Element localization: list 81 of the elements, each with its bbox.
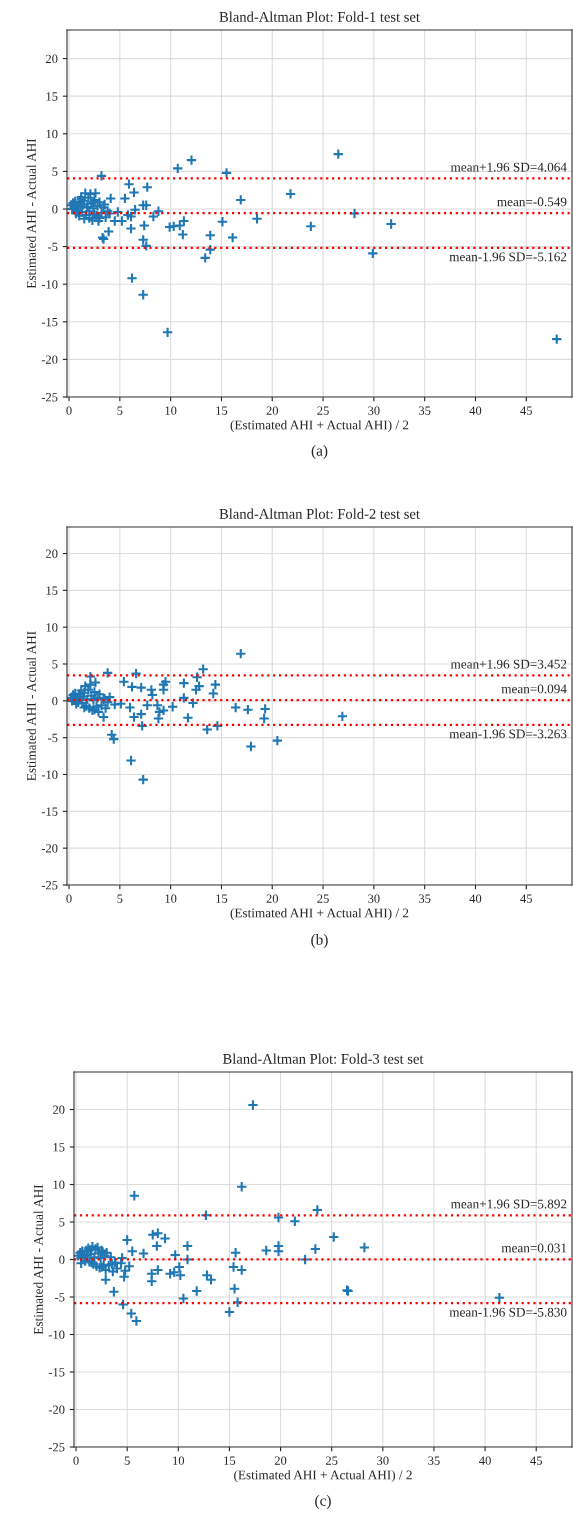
x-tick-label: 5 <box>117 406 123 415</box>
x-tick-label: 30 <box>368 894 380 903</box>
x-tick-label: 25 <box>317 894 329 903</box>
x-tick-label: 20 <box>266 406 279 415</box>
chart-title: Bland-Altman Plot: Fold-2 test set <box>219 508 420 519</box>
x-tick-label: 15 <box>216 406 228 415</box>
y-tick-label: 10 <box>46 623 58 632</box>
text: (a) <box>311 445 328 459</box>
y-tick-label: 15 <box>46 586 58 595</box>
x-tick-label: 10 <box>165 894 177 903</box>
x-tick-label: 45 <box>520 894 533 903</box>
x-tick-label: 40 <box>469 406 482 415</box>
y-tick-label: -5 <box>48 242 58 252</box>
y-tick-label: -5 <box>48 733 58 743</box>
y-tick-label: 15 <box>53 1143 65 1152</box>
ref-line-label: mean-1.96 SD=-3.263 <box>449 729 567 739</box>
x-tick-label: 25 <box>317 406 329 415</box>
x-tick-label: 40 <box>479 1456 491 1465</box>
y-tick-label: 10 <box>53 1180 65 1189</box>
y-tick-label: -20 <box>48 1405 65 1414</box>
ref-line-label: mean+1.96 SD=4.064 <box>450 162 567 172</box>
y-axis-title: Estimated AHI - Actual AHI <box>26 138 36 289</box>
chart-title: Bland-Altman Plot: Fold-3 test set <box>222 1053 424 1064</box>
y-tick-label: -20 <box>41 844 58 853</box>
x-tick-label: 20 <box>266 894 279 903</box>
x-tick-label: 30 <box>368 406 380 415</box>
y-tick-label: 5 <box>59 1218 65 1227</box>
y-tick-label: 20 <box>46 549 58 558</box>
x-tick-label: 45 <box>530 1456 542 1465</box>
x-tick-label: 25 <box>325 1456 338 1465</box>
y-tick-label: -25 <box>41 393 58 402</box>
y-tick-label: 0 <box>52 696 58 706</box>
text: (c) <box>315 1495 331 1509</box>
x-tick-label: 10 <box>165 406 177 415</box>
ref-line-label: mean+1.96 SD=5.892 <box>450 1199 567 1209</box>
y-axis-title: Estimated AHI - Actual AHI <box>26 631 36 781</box>
y-tick-label: -25 <box>48 1443 65 1452</box>
x-axis-title: (Estimated AHI + Actual AHI) / 2 <box>230 420 409 433</box>
y-tick-label: -20 <box>41 355 58 364</box>
chart-title: Bland-Altman Plot: Fold-1 test set <box>219 11 420 22</box>
y-tick-label: -10 <box>48 1330 65 1339</box>
x-tick-label: 0 <box>66 406 72 415</box>
y-tick-label: 5 <box>52 660 58 669</box>
x-tick-label: 35 <box>419 894 431 903</box>
x-tick-label: 35 <box>419 406 431 415</box>
y-tick-label: -15 <box>48 1368 65 1377</box>
y-tick-label: -25 <box>41 881 58 890</box>
x-tick-label: 0 <box>73 1456 79 1465</box>
y-tick-label: 20 <box>53 1105 65 1114</box>
y-tick-label: 0 <box>52 205 58 214</box>
x-tick-label: 20 <box>274 1456 287 1465</box>
x-tick-label: 45 <box>520 406 533 415</box>
x-tick-label: 5 <box>117 894 123 903</box>
ref-line-label: mean=0.031 <box>501 1243 567 1253</box>
ref-line-label: mean-1.96 SD=-5.830 <box>449 1307 567 1317</box>
y-tick-label: -10 <box>41 280 58 289</box>
y-tick-label: -15 <box>41 317 58 327</box>
x-tick-label: 5 <box>124 1456 130 1465</box>
text: (b) <box>311 934 328 948</box>
x-tick-label: 30 <box>377 1456 389 1465</box>
ref-line-label: mean+1.96 SD=3.452 <box>450 659 567 669</box>
y-tick-label: 0 <box>59 1255 65 1264</box>
x-tick-label: 15 <box>216 894 228 903</box>
y-tick-label: 5 <box>52 167 58 176</box>
y-tick-label: 15 <box>46 92 58 101</box>
x-tick-label: 15 <box>224 1456 236 1465</box>
x-axis-title: (Estimated AHI + Actual AHI) / 2 <box>230 908 409 921</box>
y-tick-label: -15 <box>41 807 58 816</box>
ref-line-label: mean=-0.549 <box>497 197 567 207</box>
y-tick-label: -10 <box>41 770 58 779</box>
x-tick-label: 10 <box>173 1456 185 1465</box>
ref-line-label: mean-1.96 SD=-5.162 <box>449 252 567 262</box>
ref-line-label: mean=0.094 <box>501 684 567 694</box>
y-tick-label: -5 <box>55 1293 65 1302</box>
x-tick-label: 0 <box>66 894 72 903</box>
x-tick-label: 40 <box>469 894 482 903</box>
y-tick-label: 20 <box>46 54 58 64</box>
y-axis-title: Estimated AHI - Actual AHI <box>33 1184 43 1335</box>
x-axis-title: (Estimated AHI + Actual AHI) / 2 <box>234 1470 412 1483</box>
y-tick-label: 10 <box>46 129 58 139</box>
x-tick-label: 35 <box>428 1456 440 1465</box>
